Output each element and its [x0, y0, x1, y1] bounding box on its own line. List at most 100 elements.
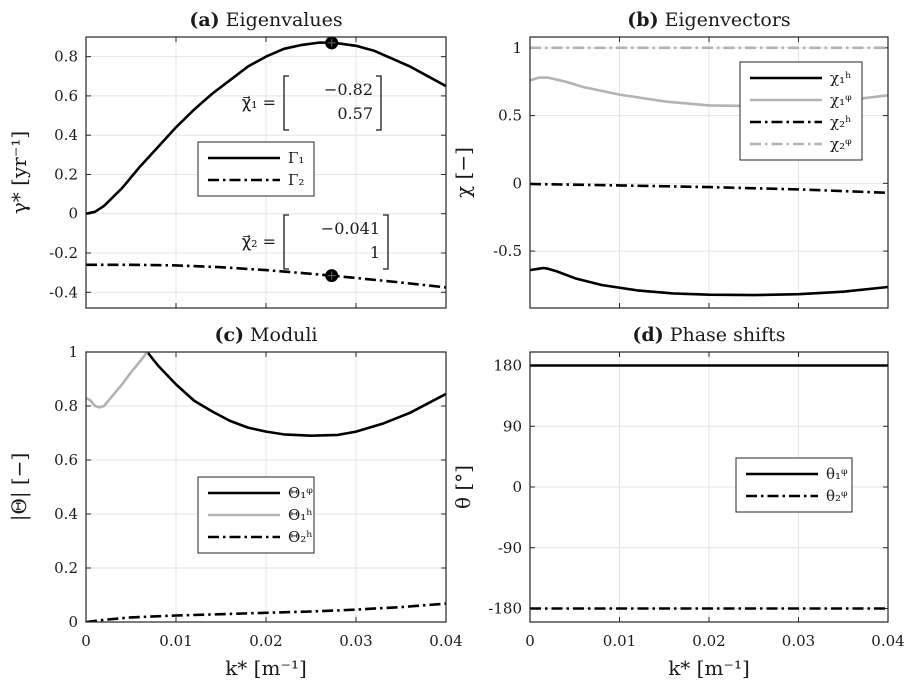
x-tick-label: 0.03 [782, 632, 815, 650]
panel-title-tag: (a) [189, 9, 219, 31]
legend-label: Γ₁ [288, 149, 304, 167]
series-line-c-3 [86, 602, 446, 622]
x-tick-label: 0.04 [429, 632, 462, 650]
legend-label: Θ₂ʰ [288, 528, 313, 546]
y-tick-label: -0.5 [493, 242, 522, 260]
series-line-b-1 [530, 266, 888, 297]
legend-label: χ₂ʰ [830, 113, 852, 131]
y-tick-label: 0 [68, 205, 78, 223]
vector-annotation: χ⃗₂ = −0.041 1 [242, 214, 389, 270]
panel-title: (c) Moduli [214, 324, 317, 346]
x-axis-label: k* [m⁻¹] [225, 656, 307, 680]
series-group [530, 364, 888, 610]
y-tick-label: 0.6 [54, 87, 78, 105]
axes-frame [529, 36, 889, 309]
x-tick-label: 0 [525, 632, 535, 650]
y-tick-label: -180 [488, 600, 522, 618]
y-tick-label: 0 [512, 174, 522, 192]
vector-component: 0.57 [337, 104, 373, 123]
vector-component: −0.041 [321, 219, 380, 238]
y-axis-label: χ [−] [451, 147, 475, 198]
panel-title-text: Eigenvectors [665, 9, 791, 31]
series-line-b-3 [530, 182, 888, 195]
panel-title: (d) Phase shifts [632, 324, 785, 346]
panel-b: -0.5 0 0.5 1 (b) Eigenvectors χ [−] χ₁ʰ χ₁ᵠ χ₂ʰ χ₂… [451, 9, 889, 309]
vector-annotation: χ⃗₁ = −0.82 0.57 [242, 75, 382, 131]
y-tick-label: 0.4 [54, 505, 78, 523]
bracket-left [283, 214, 289, 270]
legend: Θ₁ᵠ Θ₁ʰ Θ₂ʰ [197, 476, 315, 554]
y-tick-label: -0.2 [49, 244, 78, 262]
x-tick-label: 0.03 [339, 632, 372, 650]
y-tick-label: 0 [68, 613, 78, 631]
series-line-c-1 [146, 352, 446, 438]
legend-label: χ₂ᵠ [830, 135, 852, 153]
legend-box [735, 457, 853, 513]
panel-c: 0 0.2 0.4 0.6 0.8 1 0 0.01 0.02 0.03 0.04 (c) Moduli… [7, 324, 463, 680]
series-line-a-2 [86, 263, 446, 289]
vector-label: χ⃗₂ = [242, 232, 276, 251]
legend-label: θ₁ᵠ [826, 465, 848, 483]
panel-title: (a) Eigenvalues [189, 9, 342, 31]
x-tick-label: 0.01 [603, 632, 636, 650]
series-line-c-2 [86, 352, 149, 409]
y-tick-label: -90 [498, 539, 522, 557]
bracket-left [283, 75, 289, 131]
panel-title-tag: (d) [632, 324, 663, 346]
legend-box [197, 141, 315, 197]
series-line-a-1 [86, 41, 446, 215]
y-tick-label: 0 [512, 478, 522, 496]
y-tick-label: 0.2 [54, 165, 78, 183]
series-group [86, 352, 446, 622]
panel-title-tag: (c) [214, 324, 244, 346]
y-tick-label: 0.2 [54, 559, 78, 577]
legend-label: χ₁ʰ [830, 69, 852, 87]
y-tick-label: 90 [503, 417, 522, 435]
series-group [86, 41, 446, 289]
point-marker-cross [327, 271, 336, 280]
x-tick-label: 0.04 [871, 632, 904, 650]
vector-component: −0.82 [324, 80, 373, 99]
legend-label: Θ₁ʰ [288, 506, 313, 524]
bracket-right [383, 214, 389, 270]
y-tick-label: 180 [493, 357, 522, 375]
x-axis-label: k* [m⁻¹] [668, 656, 750, 680]
axes-frame [529, 351, 889, 623]
y-tick-label: 0.4 [54, 126, 78, 144]
y-tick-label: 0.8 [54, 48, 78, 66]
y-axis-label: γ* [yr⁻¹] [7, 131, 31, 214]
legend: Γ₁ Γ₂ [197, 141, 315, 197]
y-tick-label: 0.8 [54, 397, 78, 415]
y-axis-label: |Θ| [−] [7, 453, 32, 522]
panel-title: (b) Eigenvectors [627, 9, 790, 31]
panel-title-text: Moduli [250, 324, 317, 346]
y-tick-label: 1 [512, 39, 522, 57]
bracket-right [376, 75, 382, 131]
x-tick-label: 0.02 [249, 632, 282, 650]
y-tick-label: 1 [68, 343, 78, 361]
x-tick-label: 0 [81, 632, 91, 650]
y-tick-label: 0.6 [54, 451, 78, 469]
legend: θ₁ᵠ θ₂ᵠ [735, 457, 853, 513]
axes-frame [85, 36, 447, 309]
y-axis-label: θ [°] [451, 465, 475, 509]
legend-label: χ₁ᵠ [830, 91, 852, 109]
panel-a: -0.4 -0.2 0 0.2 0.4 0.6 0.8 (a) Eigenvalues γ* [y… [7, 9, 447, 309]
legend-label: Γ₂ [288, 171, 304, 189]
vector-component: 1 [370, 243, 380, 262]
y-tick-label: -0.4 [49, 283, 78, 301]
legend-label: Θ₁ᵠ [288, 484, 313, 502]
y-tick-label: 0.5 [498, 107, 522, 125]
point-marker-cross [327, 38, 336, 47]
panel-d: -180 -90 0 90 180 0 0.01 0.02 0.03 0.04 (d) Phase s… [451, 324, 905, 680]
panel-title-text: Phase shifts [670, 324, 786, 346]
legend-label: θ₂ᵠ [826, 487, 848, 505]
vector-label: χ⃗₁ = [242, 93, 276, 112]
axes-frame [85, 351, 447, 623]
x-tick-label: 0.02 [692, 632, 725, 650]
panel-title-text: Eigenvalues [226, 9, 343, 31]
x-tick-label: 0.01 [159, 632, 192, 650]
legend: χ₁ʰ χ₁ᵠ χ₂ʰ χ₂ᵠ [739, 61, 863, 161]
panel-title-tag: (b) [627, 9, 658, 31]
